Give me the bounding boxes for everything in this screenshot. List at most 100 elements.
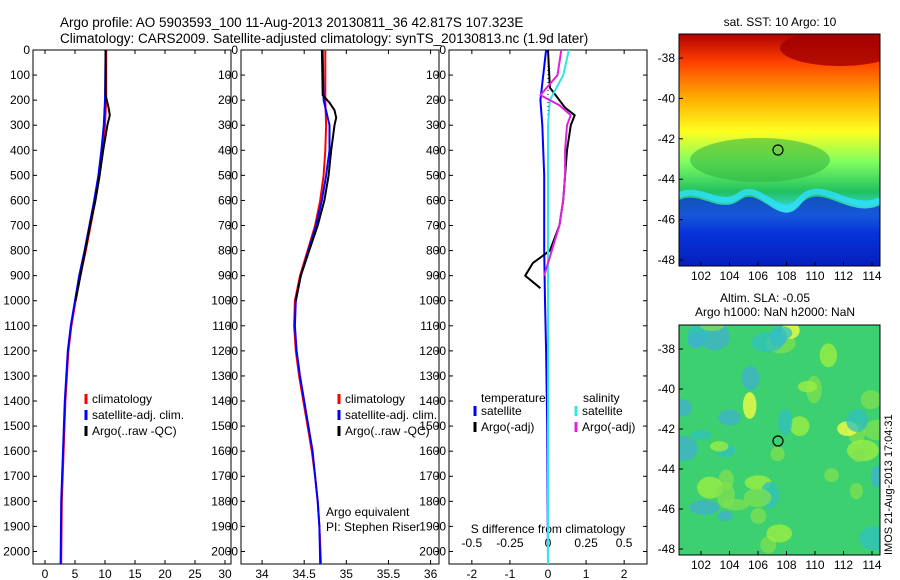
sla-anomaly-blob — [859, 526, 880, 550]
y-tick-label: 1100 — [212, 319, 238, 333]
difference-legend: temperature satellite Argo(-adj) salinit… — [473, 391, 635, 434]
sla-anomaly-blob — [824, 468, 839, 483]
y-tick-label: 200 — [218, 93, 238, 107]
y-tick-label: 1700 — [211, 469, 238, 483]
y-tick-label: 0 — [439, 43, 446, 57]
sst-cold-front — [679, 196, 880, 266]
x-tick-label: 15 — [128, 567, 142, 580]
legend-argo-label: Argo(..raw -QC) — [345, 424, 430, 438]
map-x-tick-label: 114 — [862, 558, 881, 572]
legend-satellite-label: satellite-adj. clim. — [345, 408, 437, 422]
y-tick-label: 500 — [426, 168, 446, 182]
map-y-tick-label: -42 — [658, 132, 676, 146]
sla-anomaly-blob — [789, 416, 810, 436]
y-tick-label: 1400 — [211, 394, 238, 408]
y-tick-label: 1300 — [419, 369, 446, 383]
x-tick-label: 34 — [255, 567, 269, 580]
sla-anomaly-blob — [718, 409, 741, 426]
side-stamp: IMOS 21-Aug-2013 17:04:31 — [883, 414, 895, 555]
y-tick-label: 600 — [426, 193, 446, 207]
sla-anomaly-blob — [687, 332, 704, 349]
map-y-tick-label: -46 — [658, 213, 676, 227]
y-tick-label: 1400 — [3, 394, 30, 408]
sla-anomaly-blob — [870, 465, 880, 488]
title-line-2: Climatology: CARS2009. Satellite-adjuste… — [60, 31, 588, 46]
legend-salinity-head: salinity — [583, 391, 620, 405]
sla-map-frame — [678, 324, 881, 556]
pi-note: PI: Stephen Riser — [326, 520, 420, 534]
y-tick-label: 1200 — [211, 344, 238, 358]
sla-anomaly-blob — [851, 449, 866, 463]
y-tick-label: 1500 — [211, 419, 238, 433]
legend-climatology-label: climatology — [345, 392, 405, 406]
x-tick-label: 10 — [98, 567, 112, 580]
y-tick-label: 500 — [10, 168, 30, 182]
sst-argo-marker — [772, 144, 784, 156]
difference-panel: 0100200300400500600700800900100011001200… — [419, 43, 647, 580]
map-y-tick-label: -44 — [658, 462, 676, 476]
y-tick-label: 700 — [218, 219, 238, 233]
sla-anomaly-blob — [860, 390, 880, 410]
y-tick-label: 900 — [218, 269, 238, 283]
y-tick-label: 900 — [426, 269, 446, 283]
map-x-tick-label: 106 — [748, 558, 768, 572]
sla-anomaly-blob — [679, 398, 693, 417]
y-tick-label: 1700 — [419, 469, 446, 483]
map-x-tick-label: 112 — [834, 558, 853, 572]
series-line — [293, 49, 331, 565]
y-tick-label: 400 — [10, 143, 30, 157]
sst-map: sat. SST: 10 Argo: 10 -38 -40 -42 -44 -46 -48… — [658, 15, 882, 283]
map-y-tick-label: -40 — [658, 91, 676, 105]
x-tick-label: -2 — [467, 567, 478, 580]
y-tick-label: 800 — [218, 244, 238, 258]
y-tick-label: 200 — [10, 93, 30, 107]
y-tick-label: 1300 — [3, 369, 30, 383]
y-tick-label: 1300 — [211, 369, 238, 383]
y-tick-label: 700 — [10, 219, 30, 233]
y-tick-label: 1200 — [3, 344, 30, 358]
temperature-axes — [32, 49, 232, 565]
sla-anomaly-blob — [766, 524, 793, 543]
y-tick-label: 100 — [10, 68, 30, 82]
sla-anomaly-blob — [741, 365, 760, 391]
temperature-legend: climatology satellite-adj. clim. Argo(..… — [84, 392, 184, 438]
y-tick-label: 1100 — [4, 319, 30, 333]
legend-climatology-label: climatology — [92, 392, 152, 406]
sla-map-ticks: -38 -40 -42 -44 -46 -48 102 104 106 108 110 112 114 — [658, 342, 882, 572]
legend-satellite-label: satellite-adj. clim. — [92, 408, 184, 422]
sla-map-title-1: Altim. SLA: -0.05 — [720, 291, 810, 305]
y-tick-label: 800 — [426, 244, 446, 258]
x-tick-label: -1 — [505, 567, 516, 580]
y-tick-label: 2000 — [211, 544, 238, 558]
y-tick-label: 600 — [10, 193, 30, 207]
x-tick-label: 5 — [72, 567, 79, 580]
map-y-tick-label: -38 — [658, 342, 676, 356]
map-y-tick-label: -40 — [658, 382, 676, 396]
sst-map-frame — [678, 33, 881, 267]
y-tick-label: 200 — [426, 93, 446, 107]
map-x-tick-label: 108 — [776, 558, 796, 572]
map-y-tick-label: -48 — [658, 253, 676, 267]
sla-anomaly-blob — [772, 326, 793, 340]
s-tick-label: -0.5 — [462, 536, 483, 550]
y-tick-label: 1600 — [211, 444, 238, 458]
legend-argo-label: Argo(..raw -QC) — [92, 424, 177, 438]
y-tick-label: 1100 — [420, 319, 446, 333]
map-x-tick-label: 110 — [805, 558, 824, 572]
y-tick-label: 0 — [23, 43, 30, 57]
y-tick-label: 1800 — [419, 494, 446, 508]
sla-anomaly-blob — [679, 435, 698, 462]
x-tick-label: 2 — [621, 567, 628, 580]
s-tick-label: -0.25 — [496, 536, 524, 550]
sst-front-band — [679, 188, 880, 211]
sst-warm-patch — [780, 34, 880, 66]
profile-panels — [32, 49, 648, 565]
y-tick-label: 1600 — [419, 444, 446, 458]
y-tick-label: 1600 — [3, 444, 30, 458]
map-x-tick-label: 110 — [805, 269, 824, 283]
sla-field-background — [679, 325, 880, 555]
y-tick-label: 300 — [10, 118, 30, 132]
y-tick-label: 1000 — [419, 294, 446, 308]
y-tick-label: 1000 — [211, 294, 238, 308]
